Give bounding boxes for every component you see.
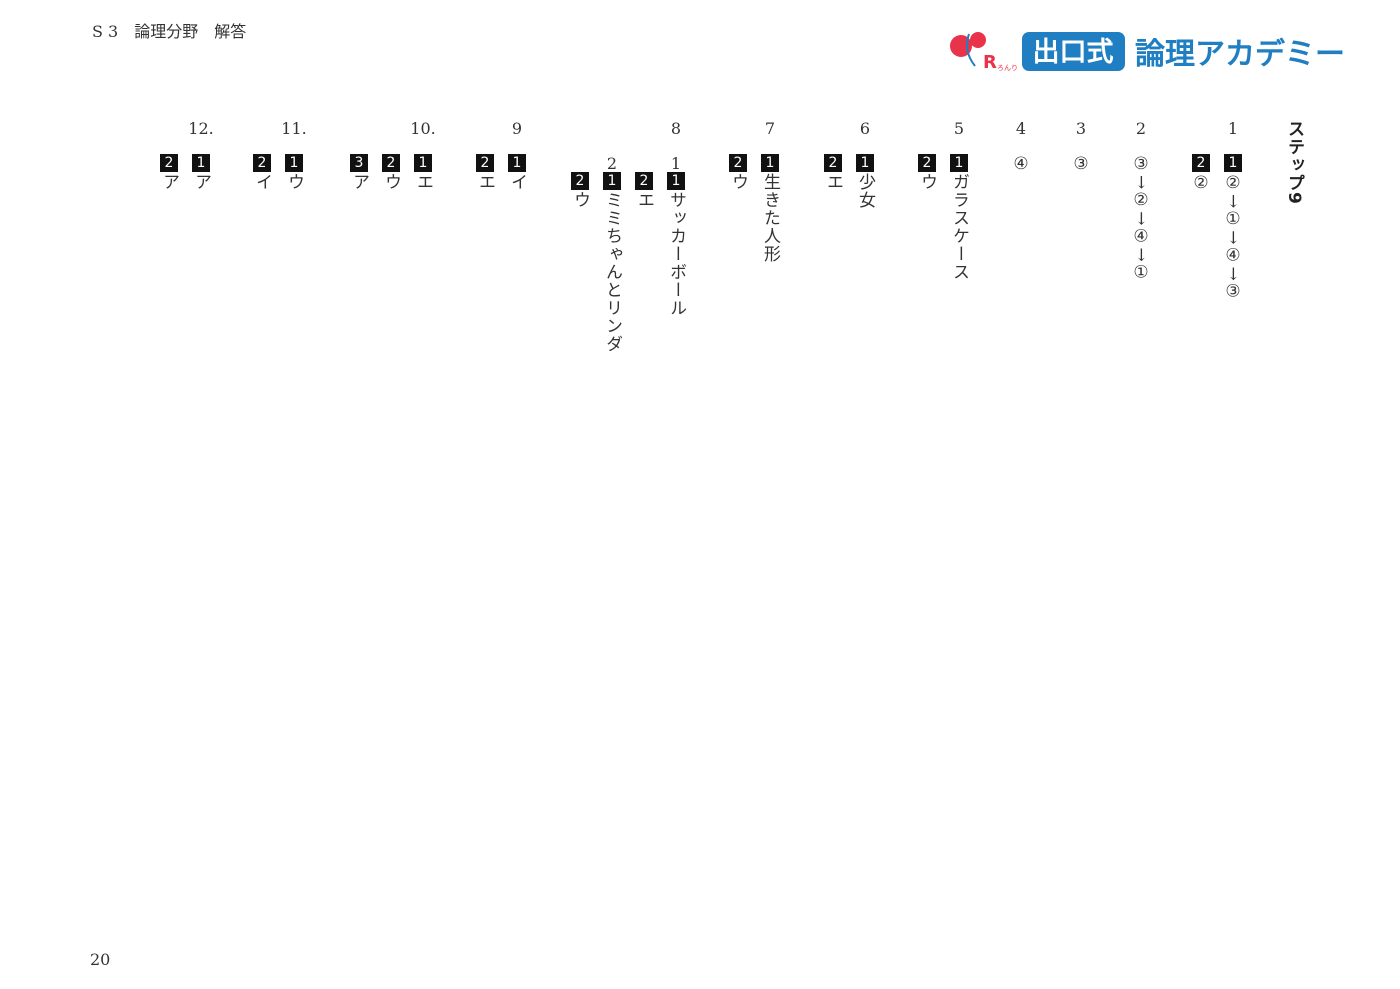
logo-badge <box>1022 32 1125 71</box>
answer-text: ④ <box>1011 154 1031 175</box>
answer-box: 3 <box>350 154 368 172</box>
answer-box: 2 <box>253 154 271 172</box>
answer-box: 2 <box>635 172 653 190</box>
answer-box: 1 <box>761 154 779 172</box>
logo-badge-text: 出口式 <box>1033 37 1114 68</box>
page-number: 20 <box>90 950 111 969</box>
answer-box: 2 <box>382 154 400 172</box>
answer-box: 2 <box>729 154 747 172</box>
problem-number: 1 <box>1227 119 1239 138</box>
problem-number: 2 <box>1135 119 1147 138</box>
problem-number: 8 <box>670 119 682 138</box>
logo-name: 論理アカデミー <box>1135 37 1345 72</box>
answer-text: ウ <box>284 173 304 191</box>
answer-text: エ <box>475 173 495 191</box>
answer-box: 1 <box>1224 154 1242 172</box>
logo-dot <box>970 32 986 48</box>
answer-text: ミミちゃんとリンダ <box>602 191 622 353</box>
problem-number: 7 <box>764 119 776 138</box>
problem-number: 4 <box>1015 119 1027 138</box>
logo-stroke <box>966 33 976 67</box>
answer-text: イ <box>507 173 527 191</box>
answer-text: ②→①→④→③ <box>1223 173 1243 303</box>
answer-text: サッカーボール <box>666 191 686 317</box>
problem-number: 11. <box>281 119 307 138</box>
part-number: 2 <box>606 154 618 173</box>
answer-text: 少女 <box>855 173 875 209</box>
answer-text: ウ <box>381 173 401 191</box>
answer-box: 1 <box>192 154 210 172</box>
answer-box: 2 <box>160 154 178 172</box>
answer-text: ウ <box>917 173 937 191</box>
answer-box: 1 <box>508 154 526 172</box>
answer-text: エ <box>634 191 654 209</box>
answer-text: イ <box>252 173 272 191</box>
answer-box: 2 <box>918 154 936 172</box>
answer-box: 1 <box>950 154 968 172</box>
answer-text: ア <box>159 173 179 191</box>
answer-text: ② <box>1191 173 1211 194</box>
problem-number: 5 <box>953 119 965 138</box>
problem-number: 12. <box>188 119 214 138</box>
answer-text: ③ <box>1071 154 1091 175</box>
answer-box: 2 <box>476 154 494 172</box>
step-title: ステップ9 <box>1284 120 1304 205</box>
answer-text: ウ <box>728 173 748 191</box>
answer-box: 1 <box>414 154 432 172</box>
answer-text: 生きた人形 <box>760 173 780 263</box>
answer-box: 1 <box>285 154 303 172</box>
answer-text: ウ <box>570 191 590 209</box>
answer-box: 1 <box>667 172 685 190</box>
answer-text: ア <box>349 173 369 191</box>
problem-number: 3 <box>1075 119 1087 138</box>
logo-mark-sub: ろんり <box>997 64 1018 72</box>
answer-box: 2 <box>571 172 589 190</box>
answer-box: 1 <box>603 172 621 190</box>
logo-mark: R <box>983 52 997 73</box>
answer-box: 2 <box>824 154 842 172</box>
logo: R ろんり 出口式 論理アカデミー <box>950 32 1345 73</box>
section-title: S 3 論理分野 解答 <box>92 22 247 41</box>
answer-box: 1 <box>856 154 874 172</box>
part-number: 1 <box>670 154 682 173</box>
answer-text: ア <box>191 173 211 191</box>
problem-number: 6 <box>859 119 871 138</box>
problem-number: 10. <box>410 119 436 138</box>
answer-box: 2 <box>1192 154 1210 172</box>
answer-text: エ <box>413 173 433 191</box>
problem-number: 9 <box>511 119 523 138</box>
answer-text: エ <box>823 173 843 191</box>
answer-text: ③→②→④→① <box>1131 154 1151 284</box>
answer-text: ガラスケース <box>949 173 969 281</box>
